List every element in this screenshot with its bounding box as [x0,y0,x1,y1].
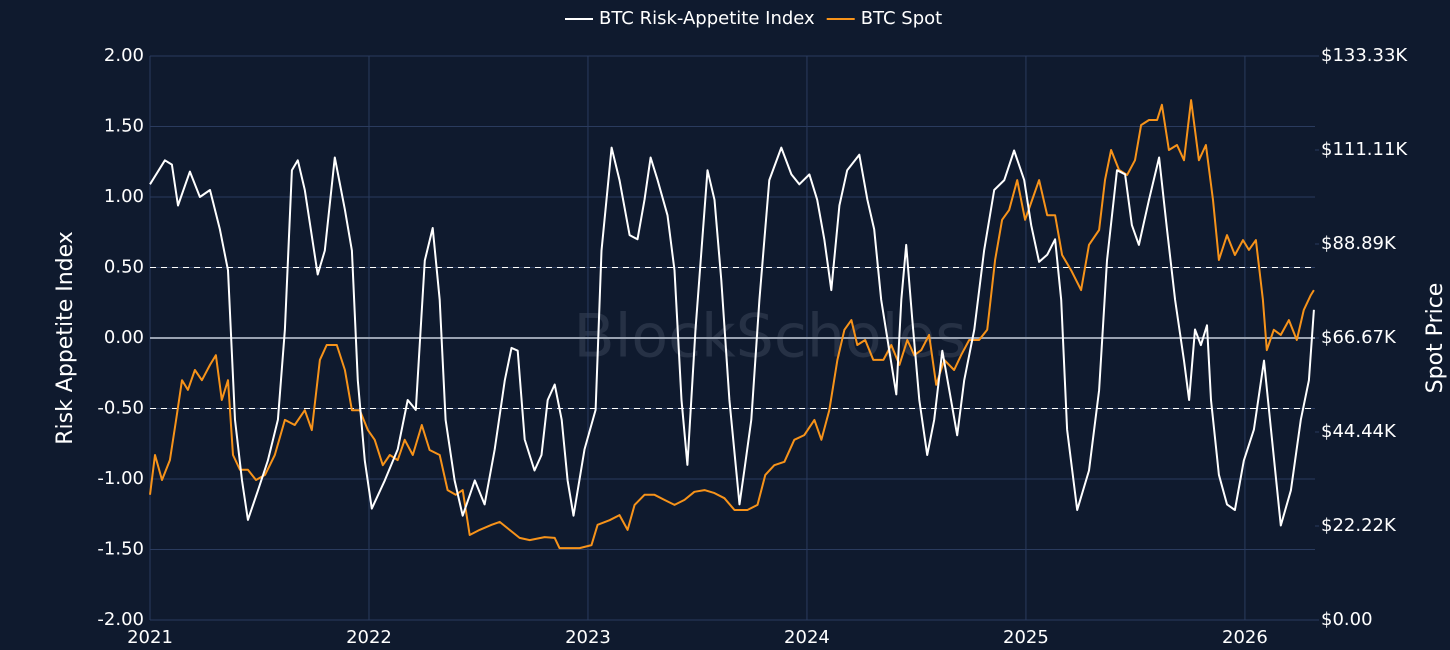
y-tick-label: 1.00 [104,186,144,207]
y2-tick-label: $44.44K [1321,421,1397,442]
y-tick-label: -2.00 [97,609,144,630]
y-tick-label: 1.50 [104,116,144,137]
watermark: BlockScholes [574,302,967,372]
y2-tick-label: $88.89K [1321,233,1397,254]
y-tick-label: -1.50 [97,539,144,560]
series-line [149,99,1315,550]
x-tick-label: 2022 [346,627,392,648]
y2-tick-label: $133.33K [1321,45,1408,66]
y-tick-label: 0.00 [104,327,144,348]
y-axis-label: Risk Appetite Index [53,231,78,445]
x-tick-label: 2025 [1003,627,1049,648]
y2-tick-label: $22.22K [1321,515,1397,536]
x-tick-label: 2024 [784,627,830,648]
y-tick-label: -0.50 [97,398,144,419]
y2-tick-label: $66.67K [1321,327,1397,348]
x-tick-label: 2026 [1222,627,1268,648]
y-tick-label: 0.50 [104,257,144,278]
series-line [149,146,1315,527]
legend-label: BTC Spot [861,8,943,29]
y2-tick-label: $0.00 [1321,609,1373,630]
y-tick-label: 2.00 [104,45,144,66]
legend-label: BTC Risk-Appetite Index [599,8,815,29]
x-tick-label: 2021 [127,627,173,648]
x-tick-label: 2023 [565,627,611,648]
y2-tick-label: $111.11K [1321,139,1408,160]
y2-axis-label: Spot Price [1423,283,1448,394]
y-tick-label: -1.00 [97,468,144,489]
